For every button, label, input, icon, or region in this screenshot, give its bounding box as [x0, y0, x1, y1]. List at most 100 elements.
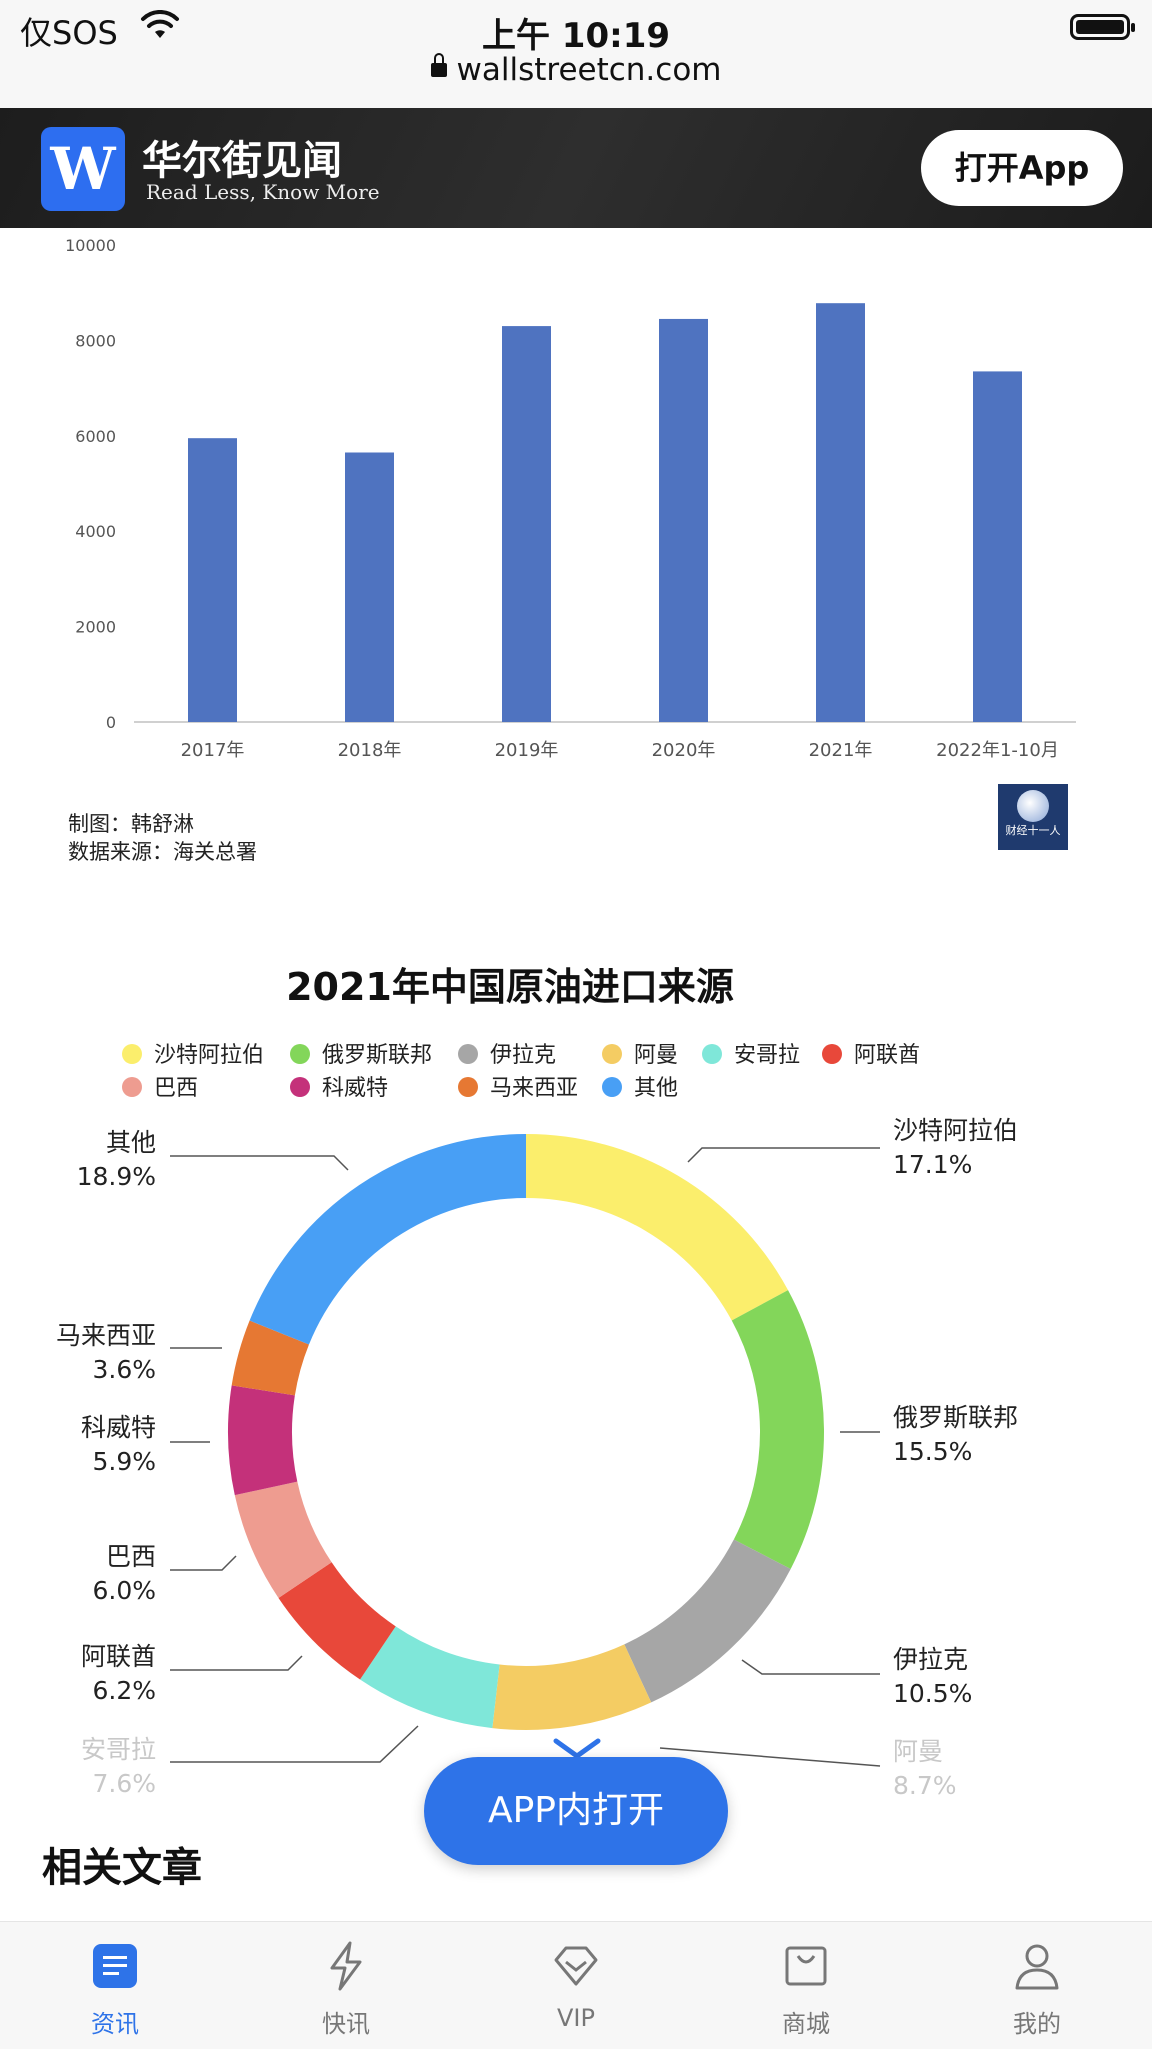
site-header: W 华尔街见闻 Read Less, Know More 打开App — [0, 108, 1152, 228]
donut-slice — [360, 1626, 500, 1729]
legend-label: 阿曼 — [634, 1043, 679, 1068]
donut-chart: 2021年中国原油进口来源 — [170, 965, 881, 1767]
legend-label: 科威特 — [322, 1076, 389, 1101]
lock-icon — [430, 52, 447, 77]
slice-label-name: 伊拉克 — [893, 1645, 969, 1674]
x-tick-label: 2020年 — [652, 740, 716, 761]
donut-slice — [492, 1644, 652, 1730]
legend-swatch — [290, 1044, 310, 1064]
bar — [188, 438, 237, 722]
legend-label: 巴西 — [154, 1076, 199, 1101]
legend-item: 巴西 — [122, 1070, 198, 1102]
slice-label-name: 其他 — [105, 1128, 156, 1157]
open-in-app-button[interactable]: APP内打开 — [424, 1757, 728, 1865]
slice-label-name: 阿曼 — [893, 1737, 944, 1766]
bar — [345, 452, 394, 722]
legend-swatch — [458, 1044, 478, 1064]
leader-line — [687, 1147, 880, 1163]
globe-icon — [1017, 790, 1049, 822]
slice-label: 安哥拉 7.6% — [81, 1733, 156, 1801]
legend-swatch — [702, 1044, 722, 1064]
tab-flash[interactable]: 快讯 — [271, 1922, 421, 2049]
leader-line — [659, 1747, 881, 1767]
legend-item: 安哥拉 — [702, 1037, 800, 1069]
chevron-down-icon — [553, 1738, 601, 1760]
tab-flash-label: 快讯 — [322, 2010, 370, 2038]
legend-label: 伊拉克 — [490, 1043, 557, 1068]
news-icon — [93, 1944, 137, 1988]
slice-label-name: 沙特阿拉伯 — [893, 1116, 1019, 1145]
bottom-tab-bar: 资讯 快讯 VIP 商城 我的 — [0, 1921, 1152, 2049]
shop-bag-icon — [785, 1946, 827, 1986]
slice-label: 阿曼 8.7% — [893, 1735, 957, 1803]
leader-line — [170, 1655, 303, 1671]
slice-label-value: 8.7% — [893, 1771, 957, 1800]
caijing-badge: 财经十一人 — [998, 784, 1068, 850]
tab-profile-label: 我的 — [1013, 2010, 1061, 2038]
slice-label-name: 阿联酋 — [80, 1642, 156, 1671]
tab-profile[interactable]: 我的 — [962, 1922, 1112, 2049]
status-bar: 仅SOS 上午 10:19 wallstreetcn.com — [0, 0, 1152, 108]
slice-label-value: 6.2% — [92, 1676, 156, 1705]
slice-label-name: 巴西 — [105, 1542, 156, 1571]
y-tick-label: 4000 — [75, 522, 116, 541]
y-tick-label: 8000 — [75, 331, 116, 350]
x-tick-label: 2022年1-10月 — [936, 740, 1059, 761]
slice-label: 其他 18.9% — [77, 1126, 156, 1194]
slice-label-value: 18.9% — [76, 1162, 156, 1191]
vip-diamond-icon — [554, 1946, 598, 1986]
legend-swatch — [290, 1077, 310, 1097]
donut-slice — [526, 1134, 789, 1321]
donut-slice — [278, 1562, 396, 1680]
legend-swatch — [602, 1077, 622, 1097]
leader-line — [741, 1659, 880, 1675]
legend-label: 阿联酋 — [854, 1043, 921, 1068]
slice-label-name: 科威特 — [80, 1413, 156, 1442]
tab-vip[interactable]: VIP — [501, 1922, 651, 2049]
legend-item: 伊拉克 — [458, 1037, 556, 1069]
slice-label: 沙特阿拉伯 17.1% — [893, 1114, 1018, 1182]
leader-line — [170, 1725, 419, 1763]
legend-item: 阿曼 — [602, 1037, 678, 1069]
bar-chart: 0 2000 4000 6000 8000 10000 2017年 2018年 2019年 202… — [65, 236, 1076, 761]
slice-label: 伊拉克 10.5% — [893, 1643, 972, 1711]
url-text: wallstreetcn.com — [456, 52, 722, 88]
slice-label: 巴西 6.0% — [92, 1540, 156, 1608]
chart-credit-author: 制图：韩舒淋 — [68, 812, 194, 836]
slice-label-value: 17.1% — [893, 1150, 973, 1179]
x-tick-label: 2018年 — [338, 740, 402, 761]
legend-item: 马来西亚 — [458, 1070, 578, 1102]
tab-shop[interactable]: 商城 — [731, 1922, 881, 2049]
x-tick-label: 2017年 — [181, 740, 245, 761]
legend-label: 马来西亚 — [490, 1076, 579, 1101]
slice-label-name: 俄罗斯联邦 — [893, 1403, 1019, 1432]
legend-label: 其他 — [634, 1076, 679, 1101]
open-app-button[interactable]: 打开App — [921, 130, 1123, 206]
legend-swatch — [122, 1044, 142, 1064]
tab-shop-label: 商城 — [782, 2010, 830, 2038]
legend-label: 俄罗斯联邦 — [322, 1043, 433, 1068]
logo-icon[interactable]: W — [41, 127, 125, 211]
bar — [659, 318, 708, 722]
battery-icon — [1070, 14, 1135, 40]
tab-news[interactable]: 资讯 — [40, 1922, 190, 2049]
legend-item: 科威特 — [290, 1070, 388, 1102]
donut-slice — [624, 1539, 791, 1703]
legend-item: 其他 — [602, 1070, 678, 1102]
slice-label-value: 5.9% — [92, 1447, 156, 1476]
clock: 上午 10:19 — [481, 16, 671, 56]
badge-text: 财经十一人 — [1005, 824, 1061, 837]
url-bar[interactable]: wallstreetcn.com — [0, 52, 1152, 88]
donut-title: 2021年中国原油进口来源 — [286, 965, 734, 1009]
tab-vip-label: VIP — [557, 2004, 595, 2032]
bar — [816, 303, 865, 722]
slice-label-name: 安哥拉 — [80, 1735, 156, 1764]
slice-label-value: 7.6% — [92, 1769, 156, 1798]
brand-name: 华尔街见闻 — [142, 137, 342, 184]
donut-slice — [228, 1385, 298, 1496]
bar — [502, 326, 551, 722]
leader-line — [170, 1555, 237, 1571]
slice-label-name: 马来西亚 — [55, 1321, 156, 1350]
profile-icon — [1015, 1944, 1059, 1990]
slice-label: 科威特 5.9% — [81, 1411, 156, 1479]
